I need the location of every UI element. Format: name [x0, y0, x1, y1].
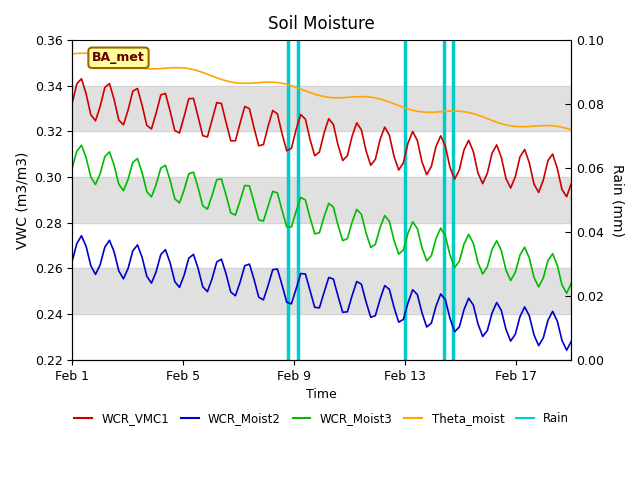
Title: Soil Moisture: Soil Moisture	[268, 15, 375, 33]
Y-axis label: Rain (mm): Rain (mm)	[611, 164, 625, 236]
Bar	[72, 268, 572, 314]
Bar	[72, 177, 572, 223]
Text: BA_met: BA_met	[92, 51, 145, 64]
X-axis label: Time: Time	[307, 388, 337, 401]
Legend: WCR_VMC1, WCR_Moist2, WCR_Moist3, Theta_moist, Rain: WCR_VMC1, WCR_Moist2, WCR_Moist3, Theta_…	[70, 407, 574, 430]
Bar	[72, 86, 572, 132]
Y-axis label: VWC (m3/m3): VWC (m3/m3)	[15, 151, 29, 249]
